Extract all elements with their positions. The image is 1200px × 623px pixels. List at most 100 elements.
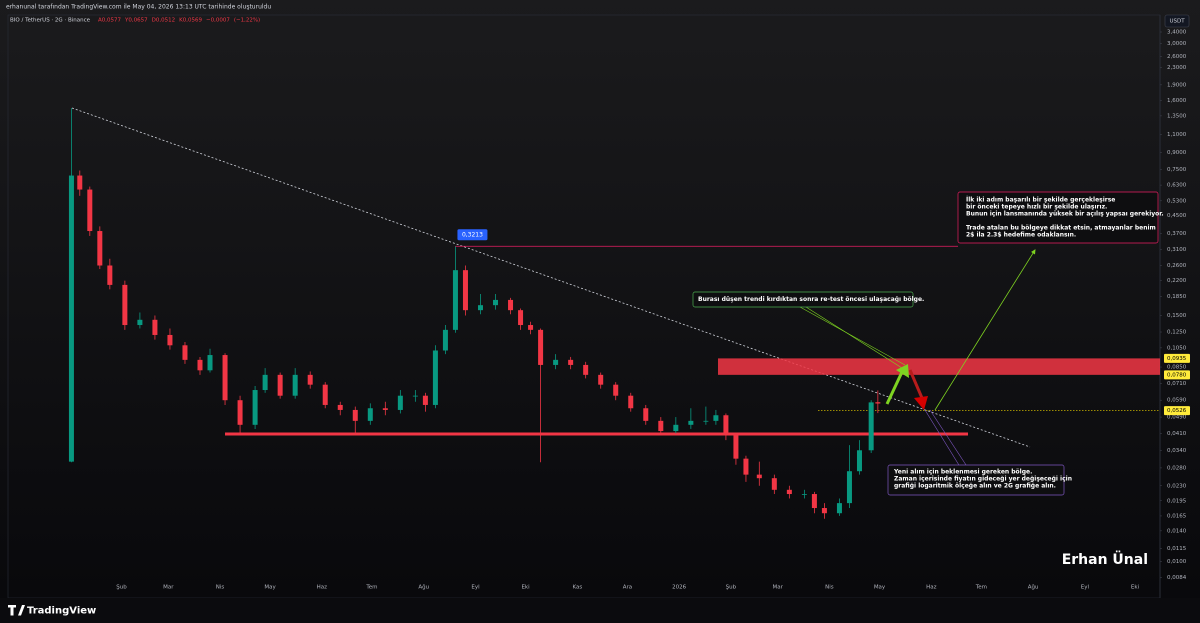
candle-body <box>836 503 842 514</box>
candle-body <box>97 231 103 266</box>
currency-box[interactable] <box>1164 14 1190 28</box>
candle-body <box>397 395 403 410</box>
y-tick-label: 0,3100 <box>1167 247 1187 253</box>
y-tick-label: 0,0115 <box>1167 546 1187 552</box>
brand: TradingView <box>27 606 96 617</box>
x-tick-label: Tem <box>365 585 377 591</box>
candle-body <box>821 508 827 514</box>
candle-body <box>713 415 719 421</box>
x-tick-label: Mar <box>163 585 174 591</box>
price-tag-label: 0,0526 <box>1167 408 1187 414</box>
price-tag <box>1164 370 1190 380</box>
legend-value: A0,0577 <box>98 18 122 24</box>
candle-body <box>452 270 458 330</box>
y-tick-label: 0,0165 <box>1167 513 1187 519</box>
y-tick-label: 0,0140 <box>1167 528 1187 534</box>
candle-body <box>673 424 679 432</box>
currency[interactable]: USDT <box>1169 19 1185 25</box>
candle-body <box>771 478 777 490</box>
candle-body <box>442 329 448 351</box>
credit: erhanunal tarafından TradingView.com ile… <box>6 4 271 11</box>
candle-body <box>122 284 128 326</box>
y-tick-label: 0,0850 <box>1167 365 1187 371</box>
arrowhead <box>896 364 909 378</box>
x-tick-label: Şub <box>116 585 127 591</box>
x-tick-label: Haz <box>317 585 328 591</box>
candle-body <box>518 310 524 326</box>
note-box <box>692 291 914 308</box>
candle-body <box>422 395 428 405</box>
candle-body <box>432 350 438 405</box>
candle-body <box>688 420 694 425</box>
candle-body <box>786 489 792 495</box>
note-text: 2$ ila 2.3$ hedefime odaklansın. <box>966 232 1076 239</box>
x-tick-label: Ara <box>623 585 632 591</box>
x-tick-label: Eki <box>1131 585 1140 591</box>
candle-body <box>658 420 664 432</box>
y-tick-label: 0,0195 <box>1167 498 1187 504</box>
candle-body <box>628 395 634 409</box>
x-tick-label: Eki <box>521 585 530 591</box>
candle-body <box>528 325 534 330</box>
candle-body <box>553 359 559 365</box>
candle-body <box>583 364 589 375</box>
candle-body <box>508 299 514 311</box>
candle-body <box>756 474 762 479</box>
candle-body <box>875 402 881 404</box>
candle-body <box>352 409 358 421</box>
candle-body <box>337 404 343 410</box>
price-tag <box>1164 406 1190 416</box>
candle-body <box>107 265 113 285</box>
candle-body <box>613 384 619 396</box>
y-tick-label: 1,3500 <box>1167 113 1187 119</box>
trendline <box>71 107 1031 448</box>
arrowhead <box>914 396 928 410</box>
y-tick-label: 0,1050 <box>1167 345 1187 351</box>
candle-body <box>167 334 173 346</box>
candle-body <box>222 355 228 401</box>
price-tag-label: 0,0780 <box>1167 372 1187 378</box>
candle-body <box>412 395 418 397</box>
y-tick-label: 0,5300 <box>1167 198 1187 204</box>
note-box <box>887 464 1065 496</box>
x-tick-label: Eyl <box>471 585 480 591</box>
candle-body <box>743 458 749 475</box>
note-text: Zaman içerisinde fiyatın gideceği yer de… <box>894 476 1072 483</box>
note-text: Burası düşen trendi kırdıktan sonra re-t… <box>698 296 924 303</box>
axes: 3,4000 3,0000 2,6000 2,3000 1,9000 1,6000 1,35… <box>116 30 1190 591</box>
callout-line <box>799 306 906 366</box>
y-tick-label: 0,2200 <box>1167 278 1187 284</box>
candle-body <box>292 374 298 396</box>
y-tick-label: 0,2600 <box>1167 263 1187 269</box>
watermark: Erhan Ünal <box>1062 550 1148 568</box>
y-tick-label: 0,0410 <box>1167 431 1187 437</box>
candle-body <box>77 175 83 190</box>
y-tick-label: 0,0084 <box>1167 575 1187 581</box>
candle-body <box>307 374 313 385</box>
note-text: Bunun için lansmanında yüksek bir açılış… <box>966 211 1164 218</box>
x-tick-label: Eyl <box>1081 585 1090 591</box>
price-tag-label: 0,0935 <box>1167 356 1187 362</box>
y-tick-label: 3,4000 <box>1167 30 1187 36</box>
candle-body <box>137 319 143 326</box>
legend-value: (−1,22%) <box>234 18 260 24</box>
candle-body <box>643 408 649 421</box>
legend-value: −0,0007 <box>206 18 230 24</box>
candle-body <box>723 415 729 436</box>
x-tick-label: Şub <box>726 585 737 591</box>
candle-body <box>367 408 373 421</box>
price-tag <box>1164 353 1190 363</box>
candle-body <box>152 319 158 335</box>
candle-body <box>568 359 574 365</box>
ohlc-legend: A0,0577 Y0,0657 D0,0512 K0,0569 −0,0007 (−1,2… <box>98 18 260 24</box>
x-tick-label: Nis <box>216 585 225 591</box>
y-tick-label: 1,6000 <box>1167 98 1187 104</box>
candle-body <box>598 374 604 385</box>
y-tick-label: 0,6300 <box>1167 183 1187 189</box>
x-tick-label: Haz <box>926 585 937 591</box>
peak-label: 0,3213 <box>462 231 483 238</box>
arrow-down <box>908 369 924 399</box>
y-tick-label: 0,4500 <box>1167 213 1187 219</box>
